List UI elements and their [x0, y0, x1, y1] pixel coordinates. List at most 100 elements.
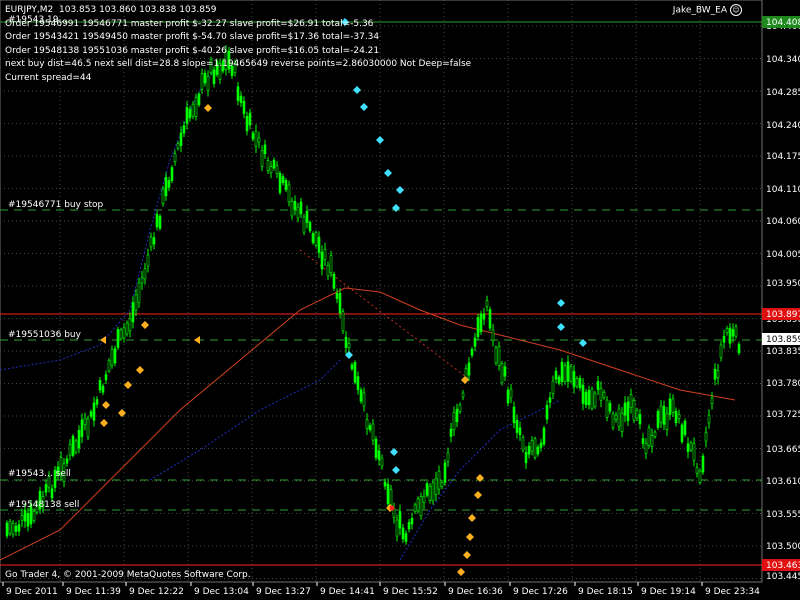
candle-body [671, 398, 675, 413]
candle-body [275, 165, 279, 174]
candle-body [437, 470, 441, 490]
candle-body [155, 214, 159, 228]
ea-name: Jake_BW_EA [672, 5, 727, 16]
candle-body [629, 394, 633, 409]
candle-body [236, 86, 240, 101]
candle-body [521, 437, 525, 451]
chart-info-panel: EURJPY,M2 103.853 103.860 103.838 103.85… [5, 4, 471, 85]
info-line: Order 19546991 19546771 master profit $-… [5, 18, 374, 29]
time-axis-label: 9 Dec 13:04 [194, 587, 249, 597]
candle-body [563, 365, 567, 382]
candle-body [458, 404, 462, 412]
candle-body [686, 443, 690, 453]
candle-body [95, 399, 99, 405]
svg-text:103.897: 103.897 [766, 310, 800, 320]
candle-body [512, 406, 516, 424]
candle-body [179, 132, 183, 146]
candle-body [719, 344, 723, 358]
order-label-buy-stop: #19546771 buy stop [8, 200, 104, 210]
candle-body [149, 236, 153, 248]
candle-body [188, 109, 192, 119]
candle-body [308, 222, 312, 232]
candle-body [164, 176, 168, 197]
candle-body [422, 495, 426, 503]
candle-body [584, 391, 588, 406]
candle-body [74, 440, 78, 453]
expert-advisor-label[interactable]: Jake_BW_EA ☺ [673, 4, 742, 16]
time-axis-label: 9 Dec 16:36 [448, 587, 503, 597]
candle-body [401, 527, 405, 540]
candle-body [89, 411, 93, 417]
ohlc-values: 103.853 103.860 103.838 103.859 [59, 5, 217, 15]
candle-body [539, 442, 543, 448]
candle-body [248, 112, 252, 126]
price-axis-label: 103.780 [766, 379, 800, 389]
price-axis: 104.406104.340104.285104.240104.175104.1… [766, 22, 800, 582]
candle-body [734, 326, 738, 337]
candle-body [647, 427, 651, 446]
buy-arrow [466, 533, 474, 541]
candle-body [680, 424, 684, 443]
candle-body [311, 233, 315, 243]
price-axis-label: 103.555 [766, 510, 800, 520]
candle-body [11, 523, 15, 535]
price-axis-label: 103.835 [766, 347, 800, 357]
candle-body [197, 93, 201, 106]
candle-body [473, 337, 477, 347]
candle-body [167, 180, 171, 188]
time-axis-label: 9 Dec 11:39 [66, 587, 121, 597]
candle-body [17, 524, 21, 532]
candle-body [443, 462, 447, 483]
candle-body [125, 322, 129, 335]
candle-body [50, 488, 54, 499]
candle-body [185, 107, 189, 124]
candle-body [233, 62, 237, 74]
candle-body [119, 329, 123, 340]
candle-body [668, 398, 672, 415]
candle-body [560, 361, 564, 382]
candle-body [257, 137, 261, 143]
candle-body [53, 469, 57, 488]
candle-body [290, 200, 294, 217]
candle-body [737, 343, 741, 354]
candle-body [638, 414, 642, 425]
candle-body [137, 282, 141, 304]
candle-body [452, 412, 456, 431]
candle-body [707, 414, 711, 424]
candle-body [215, 61, 219, 75]
candle-body [203, 72, 207, 84]
candle-body [32, 510, 36, 521]
candle-body [566, 361, 570, 382]
time-axis-label: 9 Dec 13:27 [256, 587, 311, 597]
order-marker [194, 336, 200, 344]
candle-body [335, 292, 339, 299]
price-tag-red-lower: 103.463 [762, 559, 800, 571]
time-axis-label: 9 Dec 15:52 [383, 587, 438, 597]
sell-arrow [579, 339, 587, 347]
candle-body [272, 159, 276, 169]
candle-body [206, 76, 210, 91]
order-label-top: #19543 19... [8, 15, 67, 25]
candle-body [128, 318, 132, 332]
candle-body [41, 496, 45, 508]
order-label-sell-1: #19543... sell [8, 469, 71, 479]
buy-arrow [100, 419, 108, 427]
candle-body [509, 388, 513, 399]
candle-body [116, 329, 120, 348]
candle-body [23, 509, 27, 522]
candle-body [662, 405, 666, 425]
time-axis-label: 9 Dec 14:41 [320, 587, 375, 597]
candle-body [461, 392, 465, 398]
candle-body [38, 490, 42, 510]
candle-body [548, 397, 552, 403]
candle-body [371, 423, 375, 441]
trade-arrows [100, 18, 587, 576]
candle-body [578, 377, 582, 389]
candle-body [299, 201, 303, 215]
candle-body [695, 467, 699, 474]
candle-body [644, 443, 648, 454]
candle-body [101, 385, 105, 393]
candle-body [395, 519, 399, 537]
candle-body [725, 328, 729, 334]
